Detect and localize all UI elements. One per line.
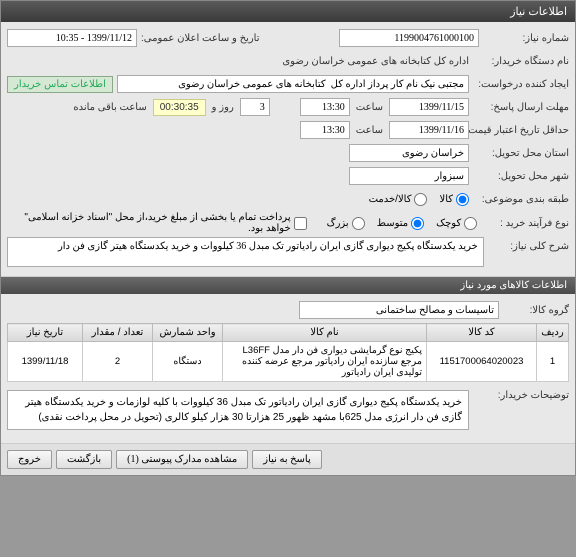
delivery-city[interactable] bbox=[349, 167, 469, 185]
items-table: ردیف کد کالا نام کالا واحد شمارش تعداد /… bbox=[7, 323, 569, 382]
remaining-label: ساعت باقی مانده bbox=[69, 102, 152, 113]
cat-goods-radio[interactable]: کالا bbox=[439, 193, 469, 206]
category-radio-group: کالا کالا/خدمت bbox=[369, 193, 469, 206]
footer-bar: پاسخ به نیاز مشاهده مدارک پیوستی (1) باز… bbox=[1, 444, 575, 475]
back-button[interactable]: بازگشت bbox=[56, 450, 112, 469]
exit-button[interactable]: خروج bbox=[7, 450, 52, 469]
cat-service-input[interactable] bbox=[414, 193, 427, 206]
col-name: نام کالا bbox=[223, 324, 427, 342]
main-panel: اطلاعات نیاز شماره نیاز: تاریخ و ساعت اع… bbox=[0, 0, 576, 476]
col-code: کد کالا bbox=[427, 324, 537, 342]
creator-input[interactable] bbox=[117, 75, 469, 93]
need-number-label: شماره نیاز: bbox=[479, 33, 569, 44]
creator-label: ایجاد کننده درخواست: bbox=[469, 79, 569, 90]
price-validity-label: حداقل تاریخ اعتبار قیمت: تا تاریخ: bbox=[469, 125, 569, 136]
org-label: نام دستگاه خریدار: bbox=[469, 56, 569, 67]
send-deadline-time[interactable] bbox=[300, 98, 350, 116]
countdown-timer: 00:30:35 bbox=[153, 99, 206, 116]
price-validity-date[interactable] bbox=[389, 121, 469, 139]
pur-small-radio[interactable]: کوچک bbox=[436, 217, 477, 230]
pur-large-input[interactable] bbox=[352, 217, 365, 230]
delivery-city-label: شهر محل تحویل: bbox=[469, 171, 569, 182]
answer-button[interactable]: پاسخ به نیاز bbox=[252, 450, 322, 469]
hour-label-1: ساعت bbox=[350, 102, 389, 113]
buyer-note-box: خرید یکدستگاه پکیج دیواری گازی ایران راد… bbox=[7, 390, 469, 430]
delivery-province[interactable] bbox=[349, 144, 469, 162]
payment-note-check[interactable]: پرداخت تمام یا بخشی از مبلغ خرید،از محل … bbox=[7, 212, 307, 234]
pur-large-radio[interactable]: بزرگ bbox=[327, 217, 365, 230]
attachments-button[interactable]: مشاهده مدارک پیوستی (1) bbox=[116, 450, 248, 469]
purchase-radio-group: کوچک متوسط بزرگ bbox=[327, 217, 478, 230]
pur-small-input[interactable] bbox=[464, 217, 477, 230]
buyer-note-label: توضیحات خریدار: bbox=[469, 386, 569, 401]
category-label: طبقه بندی موضوعی: bbox=[469, 194, 569, 205]
col-date: تاریخ نیاز bbox=[8, 324, 83, 342]
purchase-type-label: نوع فرآیند خرید : bbox=[477, 218, 569, 229]
cat-goods-input[interactable] bbox=[456, 193, 469, 206]
group-input[interactable] bbox=[299, 301, 499, 319]
table-header-row: ردیف کد کالا نام کالا واحد شمارش تعداد /… bbox=[8, 324, 569, 342]
cell-name: پکیج نوع گرمایشی دیواری فن دار مدل L36FF… bbox=[223, 342, 427, 382]
announce-input[interactable] bbox=[7, 29, 137, 47]
panel-header: اطلاعات نیاز bbox=[1, 1, 575, 22]
desc-label: شرح کلی نیاز: bbox=[484, 237, 569, 252]
table-row[interactable]: 1 1151700064020023 پکیج نوع گرمایشی دیوا… bbox=[8, 342, 569, 382]
cell-qty: 2 bbox=[83, 342, 153, 382]
day-label: روز و bbox=[206, 102, 240, 113]
payment-checkbox[interactable] bbox=[294, 217, 307, 230]
hour-label-2: ساعت bbox=[350, 125, 389, 136]
need-info-section: شماره نیاز: تاریخ و ساعت اعلان عمومی: نا… bbox=[1, 22, 575, 277]
cat-service-radio[interactable]: کالا/خدمت bbox=[369, 193, 428, 206]
items-header: اطلاعات کالاهای مورد نیاز bbox=[1, 277, 575, 294]
need-number-input[interactable] bbox=[339, 29, 479, 47]
group-label: گروه کالا: bbox=[499, 305, 569, 316]
items-section: گروه کالا: ردیف کد کالا نام کالا واحد شم… bbox=[1, 294, 575, 444]
cell-index: 1 bbox=[537, 342, 569, 382]
cell-date: 1399/11/18 bbox=[8, 342, 83, 382]
cell-unit: دستگاه bbox=[153, 342, 223, 382]
announce-label: تاریخ و ساعت اعلان عمومی: bbox=[137, 33, 260, 44]
send-deadline-label: مهلت ارسال پاسخ: bbox=[469, 102, 569, 113]
cell-code: 1151700064020023 bbox=[427, 342, 537, 382]
pur-medium-input[interactable] bbox=[411, 217, 424, 230]
price-validity-time[interactable] bbox=[300, 121, 350, 139]
col-qty: تعداد / مقدار bbox=[83, 324, 153, 342]
pur-medium-radio[interactable]: متوسط bbox=[377, 217, 424, 230]
need-description[interactable] bbox=[7, 237, 484, 267]
col-unit: واحد شمارش bbox=[153, 324, 223, 342]
days-remaining[interactable] bbox=[240, 98, 270, 116]
delivery-province-label: استان محل تحویل: bbox=[469, 148, 569, 159]
send-deadline-date[interactable] bbox=[389, 98, 469, 116]
org-value: اداره کل کتابخانه های عمومی خراسان رضوی bbox=[278, 56, 469, 67]
col-index: ردیف bbox=[537, 324, 569, 342]
contact-buyer-button[interactable]: اطلاعات تماس خریدار bbox=[7, 76, 113, 93]
header-title: اطلاعات نیاز bbox=[510, 6, 567, 18]
